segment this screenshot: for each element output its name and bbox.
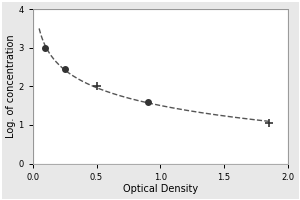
- X-axis label: Optical Density: Optical Density: [123, 184, 198, 194]
- Y-axis label: Log. of concentration: Log. of concentration: [6, 35, 16, 138]
- Bar: [33, 9, 288, 164]
